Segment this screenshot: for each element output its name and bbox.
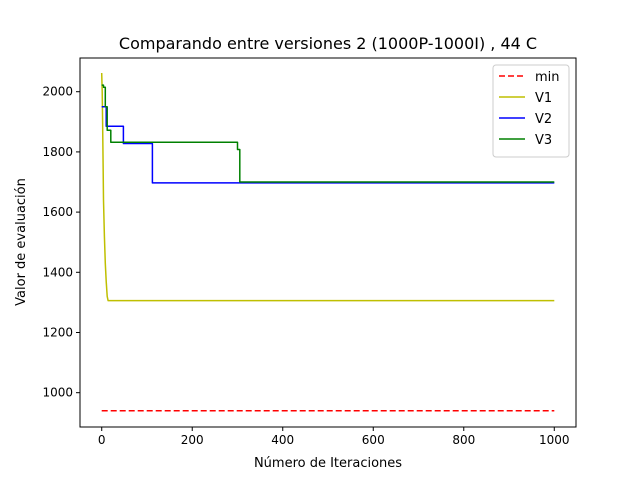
- y-tick-label: 1800: [42, 145, 73, 159]
- y-tick-label: 1400: [42, 265, 73, 279]
- legend-label-v2: V2: [535, 112, 552, 127]
- x-tick-label: 1000: [539, 433, 570, 447]
- legend-label-v1: V1: [535, 91, 552, 106]
- axes: 0 200 400 600 800 1000 1000 1200 1400 1600 1800 200…: [42, 57, 577, 447]
- y-tick-label: 1200: [42, 325, 73, 339]
- y-tick-label: 1600: [42, 205, 73, 219]
- x-tick-label: 0: [98, 433, 106, 447]
- x-tick-label: 600: [362, 433, 385, 447]
- x-tick-label: 400: [271, 433, 294, 447]
- plot-frame: [79, 57, 577, 428]
- chart-title: Comparando entre versiones 2 (1000P-1000…: [119, 34, 537, 53]
- legend-box: [492, 64, 570, 158]
- series-line-v1: [100, 72, 555, 302]
- y-tick-label: 2000: [42, 85, 73, 99]
- legend: min V1 V2 V3: [492, 64, 570, 158]
- plot-lines: [100, 72, 555, 412]
- series-line-v3: [101, 84, 555, 183]
- x-axis-label: Número de Iteraciones: [254, 456, 402, 471]
- y-tick-label: 1000: [42, 386, 73, 400]
- legend-label-min: min: [535, 70, 560, 85]
- x-tick-label: 800: [452, 433, 475, 447]
- series-line-v2: [101, 106, 555, 184]
- legend-label-v3: V3: [535, 133, 552, 148]
- x-tick-label: 200: [181, 433, 204, 447]
- y-axis-label: Valor de evaluación: [14, 178, 29, 306]
